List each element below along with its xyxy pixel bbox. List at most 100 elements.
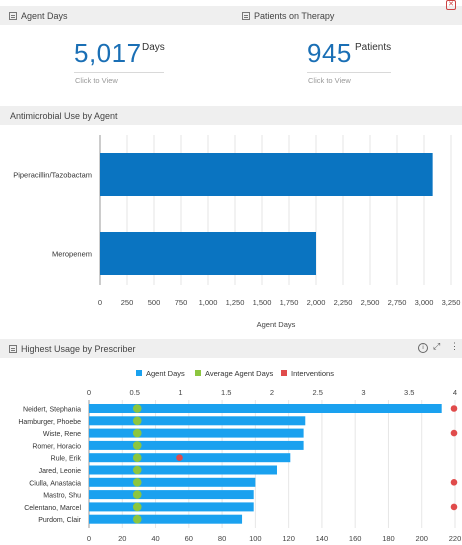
legend-swatch (136, 370, 142, 376)
average-point (132, 514, 142, 524)
bar (89, 416, 306, 426)
x-tick-label: 750 (175, 298, 188, 307)
intervention-point (450, 479, 458, 486)
agent-days-link[interactable]: Click to View (75, 76, 118, 85)
top-tick-label: 1.5 (221, 388, 231, 397)
bar (89, 428, 304, 438)
patients-title: Patients on Therapy (254, 10, 335, 21)
intervention-point (450, 503, 458, 511)
average-point (132, 428, 142, 438)
x-tick-label: 2,500 (361, 298, 380, 307)
expand-icon[interactable]: ⤢ (433, 341, 441, 351)
average-point (132, 465, 142, 475)
bottom-tick-label: 0 (87, 534, 91, 543)
average-point (132, 502, 142, 512)
x-tick-label: 1,750 (280, 298, 299, 307)
bar (100, 232, 316, 275)
category-label: Neidert, Stephania (23, 407, 81, 414)
x-tick-label: 2,750 (388, 298, 407, 307)
bottom-tick-label: 180 (382, 534, 395, 543)
patients-header: Patients on Therapy (233, 6, 462, 25)
agent-days-unit: Days (142, 42, 165, 53)
category-label: Mastro, Shu (43, 493, 81, 500)
category-label: Piperacillin/Tazobactam (13, 171, 92, 180)
prescriber-header: Highest Usage by Prescriber (0, 339, 462, 358)
average-point (132, 441, 142, 450)
patients-value: 945 (307, 38, 352, 68)
x-tick-label: 250 (121, 298, 134, 307)
bottom-tick-label: 120 (282, 534, 295, 543)
average-point (132, 453, 142, 462)
category-label: Ciulla, Anastacia (29, 480, 81, 487)
x-tick-label: 3,250 (442, 298, 461, 307)
bar (89, 404, 442, 413)
bottom-tick-label: 160 (349, 534, 362, 543)
agent-days-title: Agent Days (21, 10, 68, 21)
panel-icon (9, 344, 17, 353)
top-tick-label: 0 (87, 388, 91, 397)
bar (89, 490, 254, 500)
x-tick-label: 2,250 (334, 298, 353, 307)
bar (89, 514, 243, 524)
intervention-point (450, 429, 458, 437)
top-tick-label: 0.5 (130, 388, 140, 397)
agent-days-kpi[interactable]: 5,017 Days (74, 38, 165, 69)
prescriber-chart: Agent Days Average Agent Days Intervention… (18, 369, 462, 543)
category-label: Meropenem (52, 250, 92, 259)
bar (89, 440, 304, 450)
divider (307, 72, 391, 73)
category-label: Hamburger, Phoebe (18, 419, 81, 426)
x-tick-label: 1,500 (253, 298, 272, 307)
antimicrobial-chart: 0 250 500 750 1,000 1,250 1,500 1,750 2,000 2,250… (13, 135, 461, 329)
x-tick-label: 1,250 (226, 298, 245, 307)
bottom-tick-label: 220 (449, 534, 462, 543)
legend-label: Interventions (291, 369, 334, 378)
bottom-tick-label: 100 (249, 534, 262, 543)
antimicrobial-header: Antimicrobial Use by Agent (0, 106, 462, 125)
prescriber-title: Highest Usage by Prescriber (21, 343, 136, 354)
info-icon[interactable]: i (418, 343, 428, 353)
bottom-tick-label: 40 (151, 534, 159, 543)
legend-swatch (281, 370, 287, 376)
category-label: Romer, Horacio (32, 443, 81, 450)
panel-icon (242, 11, 250, 20)
category-label: Purdom, Clair (38, 517, 81, 524)
bottom-tick-label: 20 (118, 534, 126, 543)
x-tick-label: 2,000 (307, 298, 326, 307)
x-tick-label: 500 (148, 298, 161, 307)
top-tick-label: 4 (453, 388, 457, 397)
category-label: Celentano, Marcel (24, 505, 81, 512)
x-axis-label: Agent Days (257, 320, 296, 329)
divider (74, 72, 164, 73)
bottom-tick-label: 60 (185, 534, 193, 543)
top-tick-label: 2.5 (313, 388, 323, 397)
top-tick-label: 3 (361, 388, 365, 397)
bar (89, 502, 254, 512)
agent-days-value: 5,017 (74, 38, 142, 68)
bottom-tick-label: 200 (415, 534, 428, 543)
panel-icon (9, 11, 17, 20)
close-icon[interactable]: ✕ (446, 0, 456, 10)
intervention-point (176, 454, 183, 461)
bar (89, 453, 291, 463)
top-tick-label: 3.5 (404, 388, 414, 397)
patients-link[interactable]: Click to View (308, 76, 351, 85)
top-tick-label: 1 (178, 388, 182, 397)
patients-kpi[interactable]: 945 Patients (307, 38, 391, 69)
average-point (132, 404, 142, 413)
bar (89, 465, 277, 475)
legend-label: Average Agent Days (205, 369, 273, 378)
bottom-tick-label: 80 (218, 534, 226, 543)
average-point (132, 478, 142, 487)
legend-swatch (195, 370, 201, 376)
patients-unit: Patients (355, 42, 392, 53)
bar (89, 477, 256, 487)
bottom-tick-label: 140 (316, 534, 329, 543)
antimicrobial-title: Antimicrobial Use by Agent (10, 110, 118, 121)
average-point (132, 416, 142, 426)
x-tick-label: 1,000 (199, 298, 218, 307)
top-tick-label: 2 (270, 388, 274, 397)
more-options-icon[interactable]: ⋮ (450, 341, 459, 351)
x-tick-label: 3,000 (415, 298, 434, 307)
intervention-point (450, 405, 458, 412)
